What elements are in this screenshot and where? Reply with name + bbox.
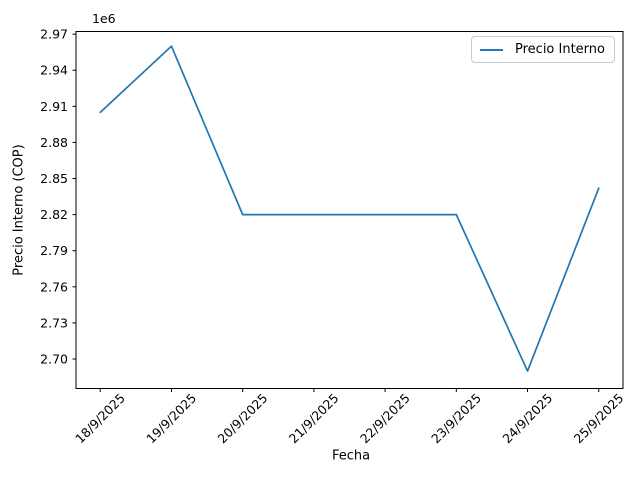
y-axis-label: Precio Interno (COP) <box>11 144 27 276</box>
x-tick-label: 20/9/2025 <box>215 390 271 446</box>
x-axis-label: Fecha <box>331 448 371 464</box>
y-tick-label: 2.70 <box>40 352 68 367</box>
x-tick-label: 22/9/2025 <box>357 390 413 446</box>
x-tick-label: 23/9/2025 <box>428 390 484 446</box>
x-tick-label: 18/9/2025 <box>72 390 128 446</box>
y-tick-label: 2.73 <box>40 315 68 330</box>
x-tick-label: 24/9/2025 <box>499 390 555 446</box>
plot-border <box>75 31 624 389</box>
y-tick-label: 2.97 <box>40 27 68 42</box>
y-axis-offset-label: 1e6 <box>92 11 116 26</box>
y-tick-label: 2.82 <box>40 207 68 222</box>
y-tick-label: 2.79 <box>40 243 68 258</box>
legend-line-sample-icon <box>480 48 503 51</box>
y-tick-label: 2.94 <box>40 63 68 78</box>
y-tick-label: 2.88 <box>40 135 68 150</box>
y-tick-label: 2.91 <box>40 99 68 114</box>
legend-entry-label: Precio Interno <box>515 42 605 57</box>
x-tick-label: 25/9/2025 <box>571 390 627 446</box>
y-tick-label: 2.85 <box>40 171 68 186</box>
x-tick-label: 19/9/2025 <box>143 390 199 446</box>
y-tick-label: 2.76 <box>40 279 68 294</box>
legend: Precio Interno <box>471 36 615 63</box>
data-line-precio-interno <box>99 45 600 372</box>
x-tick-label: 21/9/2025 <box>286 390 342 446</box>
